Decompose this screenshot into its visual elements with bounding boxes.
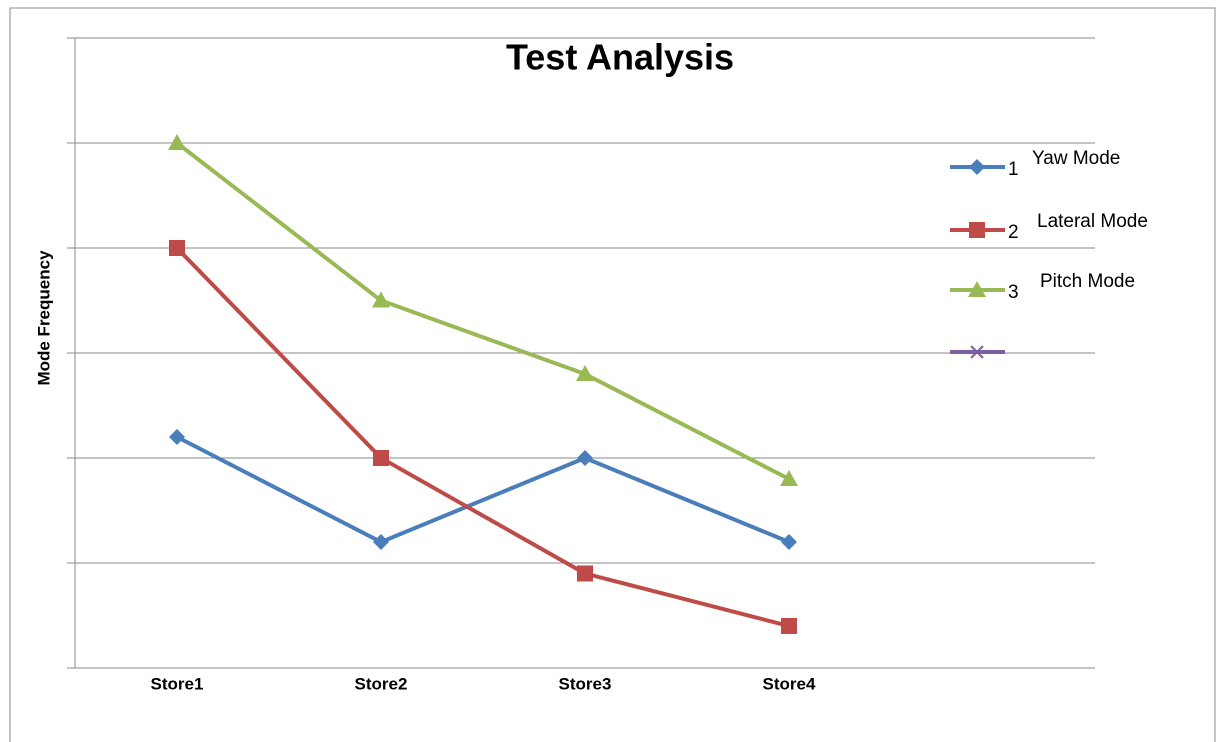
x-tick-label: Store3 — [559, 674, 612, 693]
marker — [781, 618, 797, 634]
legend-label: 1 — [1008, 159, 1019, 180]
legend-label: 2 — [1008, 222, 1019, 243]
series-line — [175, 246, 790, 628]
y-axis-label: Mode Frequency — [34, 250, 53, 386]
marker — [577, 565, 593, 582]
legend-label: Lateral Mode — [1037, 211, 1148, 232]
legend-label: Yaw Mode — [1032, 148, 1120, 169]
series-line — [175, 141, 790, 481]
marker — [781, 534, 797, 550]
chart-title: Test Analysis — [506, 37, 734, 78]
marker — [372, 291, 390, 308]
x-tick-label: Store1 — [151, 674, 204, 693]
x-tick-label: Store4 — [763, 674, 816, 693]
marker — [373, 534, 389, 550]
series-line — [176, 435, 790, 544]
x-tick-label: Store2 — [355, 674, 408, 693]
marker — [373, 450, 389, 466]
chart-border — [9, 7, 1216, 742]
marker — [576, 365, 594, 381]
marker — [169, 429, 185, 445]
marker — [577, 450, 593, 466]
marker — [169, 240, 185, 256]
marker — [969, 222, 985, 238]
legend-label: Pitch Mode — [1040, 271, 1135, 292]
marker — [968, 281, 986, 297]
legend-label: 3 — [1008, 282, 1019, 303]
marker — [168, 134, 186, 150]
marker — [970, 345, 984, 359]
marker — [780, 470, 798, 486]
marker — [969, 159, 985, 175]
